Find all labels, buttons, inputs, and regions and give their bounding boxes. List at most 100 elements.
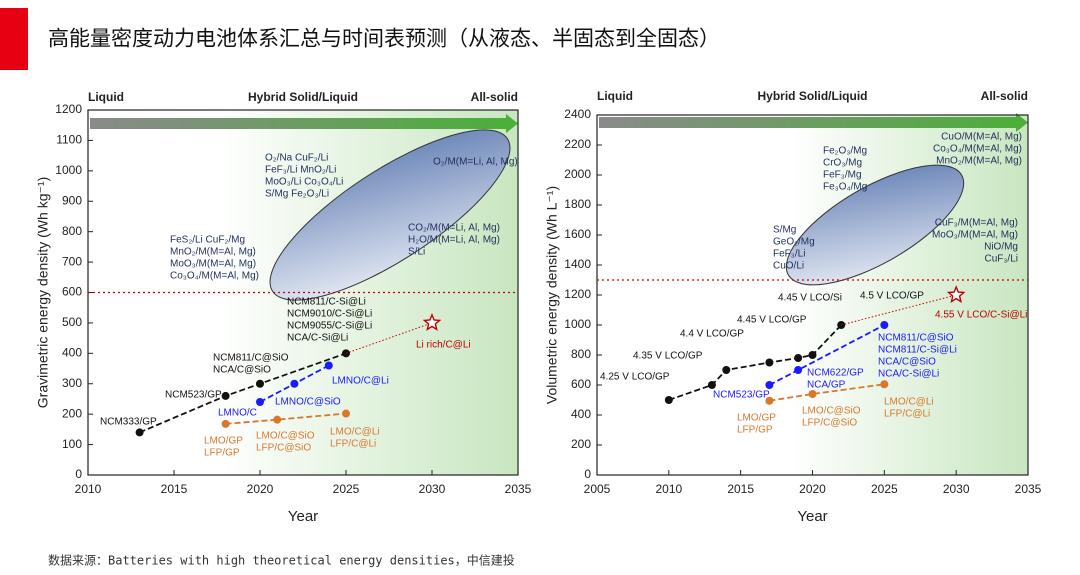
annotation: MoO₃/Li Co₃O₄/Li [265, 177, 343, 188]
point-label: LFP/C@SiO [802, 418, 857, 429]
y-tick-label: 500 [62, 315, 82, 329]
phase-label: Liquid [597, 89, 633, 103]
annotation: S/Mg Fe₂O₃/Li [265, 189, 329, 200]
data-point [808, 390, 817, 398]
y-tick-label: 1200 [564, 287, 591, 301]
y-tick-label: 0 [75, 467, 82, 481]
point-label: LMNO/C@SiO [275, 397, 341, 408]
point-label: LMNO/C@Li [332, 376, 389, 387]
x-tick-label: 2030 [943, 482, 970, 496]
annotation: CuF₃/M(M=Al, Mg) [935, 218, 1018, 229]
point-label: Li rich/C@Li [416, 340, 471, 351]
point-label: 4.45 V LCO/GP [737, 315, 807, 326]
point-label: NCM9010/C-Si@Li [287, 309, 372, 320]
annotation: MoO₃/M(M=Al, Mg) [932, 230, 1018, 241]
data-point [342, 409, 350, 418]
x-tick-label: 2025 [871, 482, 898, 496]
x-tick-label: 2030 [419, 482, 446, 496]
y-tick-label: 1100 [56, 133, 82, 147]
phase-label: Liquid [88, 90, 124, 104]
point-label: NCM811/C-Si@Li [878, 345, 957, 356]
point-label: NCA/GP [807, 380, 846, 391]
material-region [785, 164, 965, 286]
point-label: LMO/C@SiO [256, 431, 315, 442]
point-label: NCM622/GP [807, 368, 864, 379]
annotation: Co₃O₄/M(M=Al, Mg) [933, 144, 1022, 155]
annotation: O₂/M(M=Li, Al, Mg) [433, 157, 518, 168]
x-tick-label: 2035 [1015, 482, 1042, 496]
annotation: MnO₂/M(M=Al, Mg) [170, 247, 256, 258]
annotation: FeS₂/Li CuF₂/Mg [170, 235, 245, 246]
point-label: NCM9055/C-Si@Li [287, 321, 372, 332]
phase-label: Hybrid Solid/Liquid [758, 89, 868, 103]
y-axis-label: Gravimetric energy density (Wh kg⁻¹) [35, 177, 51, 408]
data-point [135, 428, 144, 437]
x-tick-label: 2020 [247, 482, 274, 496]
y-tick-label: 2000 [564, 167, 591, 181]
data-point [664, 396, 673, 404]
y-tick-label: 800 [571, 347, 591, 361]
phase-arrow [599, 117, 1016, 128]
point-label: 4.5 V LCO/GP [860, 291, 924, 302]
data-point [290, 379, 299, 388]
data-point [324, 361, 333, 370]
data-point [722, 366, 731, 374]
point-label: LMO/C@Li [884, 397, 934, 408]
y-tick-label: 2200 [564, 137, 591, 151]
data-point [221, 391, 230, 400]
slide-title: 高能量密度动力电池体系汇总与时间表预测（从液态、半固态到全固态） [48, 28, 720, 51]
point-label: LMO/C@Li [330, 427, 380, 438]
source-note: 数据来源：Batteries with high theoretical ene… [48, 553, 515, 568]
x-tick-label: 2010 [655, 482, 682, 496]
x-tick-label: 2010 [75, 482, 102, 496]
point-label: NCA/C@SiO [878, 357, 936, 368]
annotation: FeF₃/Mg [823, 170, 862, 181]
trend-connector [841, 294, 957, 326]
y-tick-label: 300 [62, 376, 82, 390]
point-label: 4.55 V LCO/C-Si@Li [935, 310, 1027, 321]
series-line [139, 352, 347, 434]
trend-connector [345, 322, 433, 354]
data-point [765, 358, 774, 367]
data-point [273, 415, 282, 424]
x-tick-label: 2020 [799, 482, 826, 496]
y-tick-label: 1000 [55, 163, 82, 177]
annotation: NiO/Mg [984, 242, 1018, 253]
y-tick-label: 200 [62, 406, 82, 420]
annotation: GeO₂/Mg [773, 237, 815, 248]
target-star [422, 313, 442, 331]
phase-arrow-head [1016, 113, 1028, 132]
y-tick-label: 0 [584, 467, 591, 481]
data-point [880, 380, 889, 389]
data-point [256, 379, 264, 388]
point-label: 4.25 V LCO/GP [600, 372, 670, 383]
data-point [794, 366, 803, 374]
point-label: NCM811/C@SiO [213, 353, 289, 364]
x-tick-label: 2015 [727, 482, 754, 496]
y-tick-label: 1400 [564, 257, 591, 271]
phase-label: All-solid [981, 89, 1028, 103]
point-label: LFP/GP [737, 425, 773, 436]
point-label: LMO/GP [737, 413, 776, 424]
x-tick-label: 2005 [584, 482, 611, 496]
phase-label: All-solid [471, 90, 518, 104]
title-accent [0, 8, 28, 70]
point-label: LMO/GP [204, 436, 243, 447]
annotation: CuO/Li [773, 261, 804, 272]
annotation: S/Li [408, 247, 425, 258]
target-star [946, 285, 966, 303]
y-tick-label: 600 [571, 377, 591, 391]
y-tick-label: 200 [571, 437, 591, 451]
annotation: CrO₃/Mg [823, 158, 862, 169]
phase-label: Hybrid Solid/Liquid [248, 90, 358, 104]
y-tick-label: 1000 [564, 317, 591, 331]
point-label: 4.35 V LCO/GP [633, 351, 703, 362]
point-label: LMO/C@SiO [802, 406, 861, 417]
y-tick-label: 1800 [564, 197, 591, 211]
data-point [221, 419, 230, 428]
annotation: S/Mg [773, 225, 796, 236]
phase-arrow-head [506, 114, 518, 133]
point-label: NCA/C-Si@Li [287, 333, 348, 344]
annotation: MnO₂/M(M=Al, Mg) [936, 156, 1022, 167]
